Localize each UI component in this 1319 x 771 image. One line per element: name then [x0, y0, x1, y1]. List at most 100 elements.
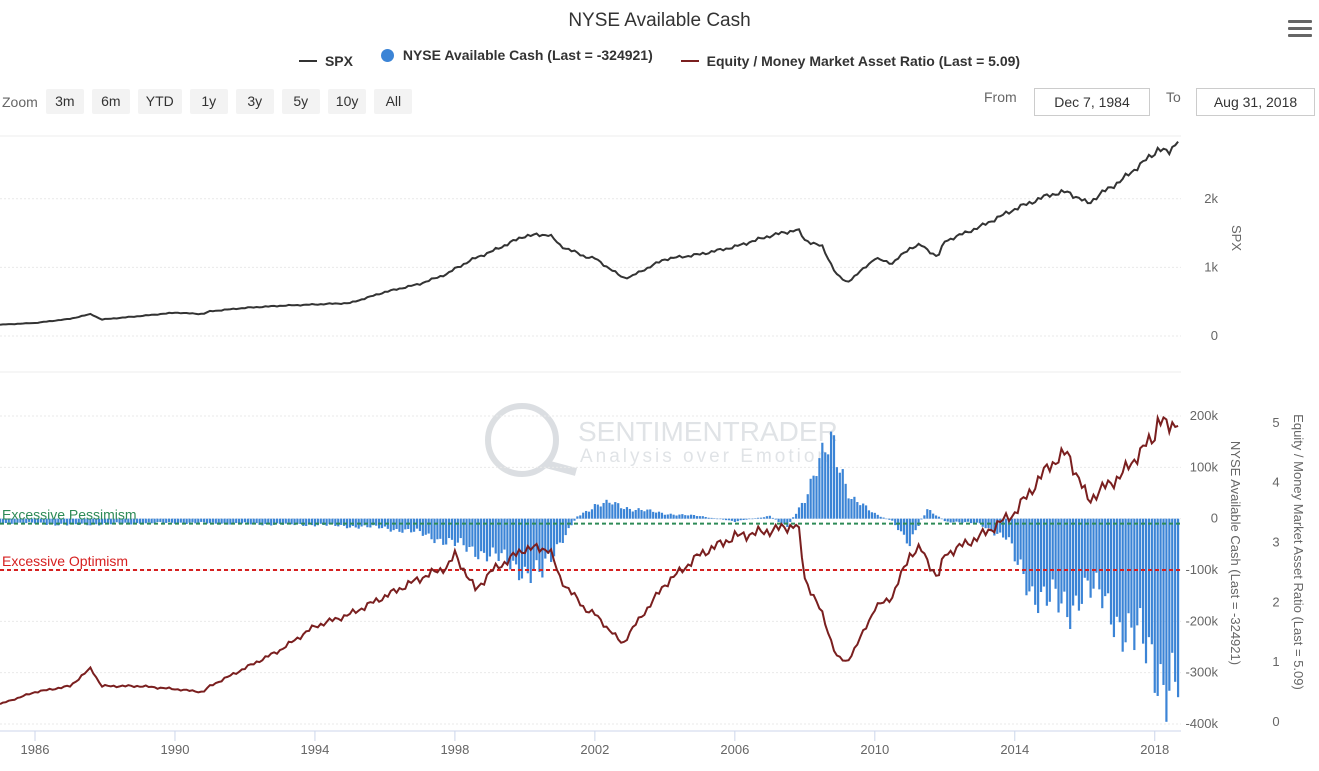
cash-bar: [395, 518, 398, 529]
cash-bar: [512, 518, 515, 561]
cash-bar: [882, 517, 885, 519]
hamburger-menu-icon[interactable]: [1288, 20, 1312, 40]
cash-bar: [894, 518, 897, 526]
cash-bar: [159, 518, 162, 522]
cash-bar: [284, 518, 287, 524]
zoom-button-3m[interactable]: 3m: [45, 89, 84, 114]
cash-bar: [319, 518, 322, 524]
cash-bar: [334, 518, 337, 526]
cash-bar: [255, 518, 258, 524]
cash-bar: [710, 517, 713, 519]
cash-bar: [926, 509, 929, 519]
cash-bar: [1060, 518, 1063, 604]
cash-bar: [733, 518, 736, 522]
cash-bar: [480, 518, 483, 552]
cash-bar: [774, 518, 777, 520]
cash-bar: [313, 518, 317, 527]
cash-axis-title: NYSE Available Cash (Last = -324921): [1228, 441, 1243, 665]
spx-gridlines: [0, 135, 1181, 373]
legend-item-equity-ratio[interactable]: Equity / Money Market Asset Ratio (Last …: [680, 53, 1020, 69]
cash-bar: [824, 452, 827, 519]
cash-bar: [238, 518, 241, 525]
cash-bar: [937, 516, 941, 519]
cash-bar: [278, 518, 282, 524]
cash-bar: [243, 518, 247, 523]
cash-bar: [135, 518, 139, 524]
legend-item-nyse-cash[interactable]: NYSE Available Cash (Last = -324921): [380, 47, 653, 63]
cash-bar: [45, 518, 48, 525]
cash-bar: [191, 518, 194, 523]
zoom-button-all[interactable]: All: [374, 89, 413, 114]
cash-bar: [914, 518, 917, 531]
cash-bar: [867, 510, 871, 519]
cash-bar: [354, 518, 357, 528]
cash-bar: [1104, 518, 1107, 597]
cash-bar: [1010, 518, 1013, 544]
cash-bar: [911, 518, 914, 535]
cash-bar: [144, 518, 147, 524]
cash-bar: [147, 518, 150, 523]
cash-bar: [165, 518, 168, 523]
cash-bar: [33, 518, 37, 524]
cash-bar: [60, 518, 63, 524]
cash-bar: [77, 518, 80, 525]
cash-bar: [622, 509, 626, 519]
zoom-button-5y[interactable]: 5y: [281, 89, 320, 114]
cash-bar: [217, 518, 220, 525]
cash-bar: [757, 517, 760, 519]
cash-bar: [996, 518, 999, 534]
cash-bar: [267, 518, 270, 525]
cash-bar: [214, 518, 217, 524]
cash-bar: [442, 518, 445, 545]
cash-bar: [899, 518, 903, 532]
cash-bar: [404, 518, 407, 530]
cash-bar: [920, 518, 923, 520]
cash-bar: [74, 518, 77, 525]
cash-bar: [1141, 518, 1145, 644]
cash-bar: [410, 518, 413, 533]
cash-bar: [762, 517, 766, 519]
cash-bar: [520, 518, 524, 579]
x-tick-label: 1986: [21, 742, 50, 757]
zoom-button-6m[interactable]: 6m: [91, 89, 130, 114]
cash-bar: [249, 518, 252, 525]
cash-bar: [660, 512, 664, 519]
cash-bar: [570, 518, 573, 526]
watermark: SENTIMENTRADER Analysis over Emotion: [485, 403, 838, 477]
zoom-button-ytd[interactable]: YTD: [137, 89, 182, 114]
cash-bar: [1095, 518, 1098, 573]
zoom-button-1y[interactable]: 1y: [189, 89, 228, 114]
cash-tick-label: 100k: [1190, 459, 1219, 474]
cash-bar: [838, 472, 841, 519]
cash-bar: [1037, 518, 1040, 614]
cash-bar: [596, 504, 599, 519]
cash-bar: [1063, 518, 1066, 592]
cash-bar: [961, 518, 964, 523]
x-tick-label: 2014: [1000, 742, 1029, 757]
cash-bar: [235, 518, 238, 524]
cash-bar: [876, 514, 879, 519]
cash-bar: [561, 518, 564, 543]
cash-bar: [713, 518, 716, 519]
cash-bar: [599, 506, 602, 519]
cash-bar: [127, 518, 130, 524]
zoom-button-3y[interactable]: 3y: [235, 89, 274, 114]
to-date-input[interactable]: Aug 31, 2018: [1196, 88, 1315, 116]
cash-bar: [640, 509, 643, 519]
cash-bar: [296, 518, 299, 524]
lower-gridlines: [0, 415, 1181, 725]
cash-bar: [433, 518, 436, 544]
cash-bar: [672, 514, 675, 519]
cash-bar: [736, 518, 739, 522]
cash-bar: [704, 516, 707, 519]
zoom-button-10y[interactable]: 10y: [327, 89, 367, 114]
from-date-input[interactable]: Dec 7, 1984: [1034, 88, 1150, 116]
cash-bar: [103, 518, 107, 524]
ratio-tick-label: 3: [1272, 535, 1279, 550]
cash-bar: [783, 518, 786, 524]
cash-bar: [65, 518, 69, 526]
cash-bar: [351, 518, 354, 527]
legend-item-spx[interactable]: SPX: [298, 53, 353, 69]
cash-bar: [850, 499, 853, 519]
cash-bar: [1153, 518, 1156, 693]
